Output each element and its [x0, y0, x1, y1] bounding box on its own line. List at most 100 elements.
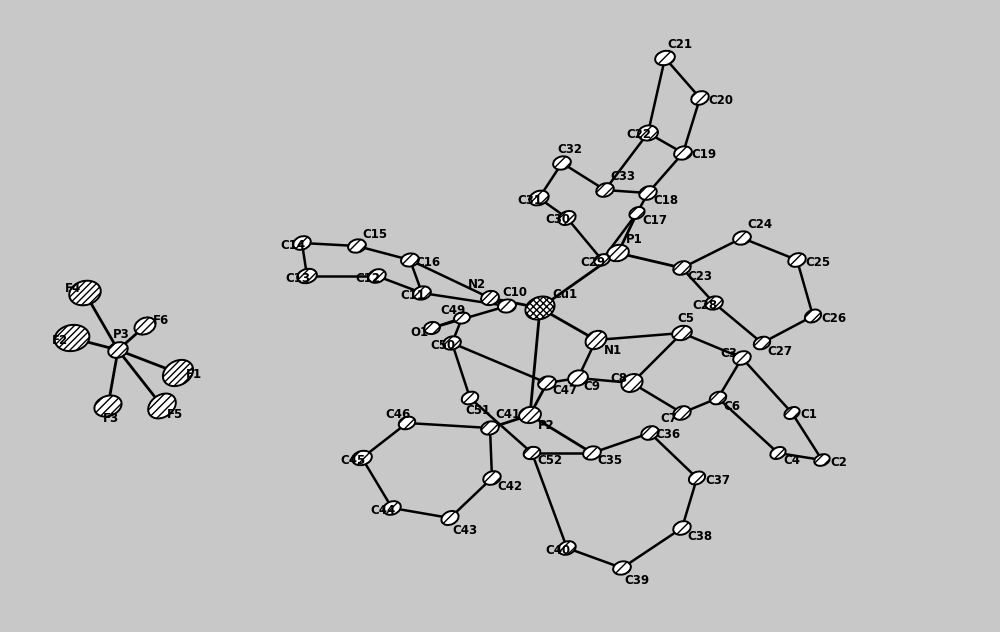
Ellipse shape	[596, 183, 614, 197]
Text: C46: C46	[385, 408, 410, 422]
Text: C14: C14	[280, 238, 305, 252]
Ellipse shape	[754, 337, 770, 349]
Text: C18: C18	[653, 195, 678, 207]
Ellipse shape	[538, 376, 556, 390]
Text: F6: F6	[153, 315, 169, 327]
Ellipse shape	[481, 291, 499, 305]
Text: C12: C12	[355, 272, 380, 284]
Ellipse shape	[108, 342, 128, 358]
Ellipse shape	[401, 253, 419, 267]
Ellipse shape	[673, 261, 691, 275]
Text: C33: C33	[610, 169, 635, 183]
Ellipse shape	[293, 236, 311, 250]
Ellipse shape	[383, 501, 401, 515]
Ellipse shape	[413, 286, 431, 300]
Text: C30: C30	[545, 214, 570, 226]
Ellipse shape	[69, 281, 101, 305]
Text: C40: C40	[545, 544, 570, 557]
Ellipse shape	[525, 296, 555, 320]
Ellipse shape	[621, 374, 643, 392]
Ellipse shape	[629, 207, 645, 219]
Ellipse shape	[558, 211, 576, 225]
Ellipse shape	[94, 396, 122, 416]
Text: C16: C16	[415, 255, 440, 269]
Ellipse shape	[148, 394, 176, 418]
Text: C24: C24	[747, 217, 772, 231]
Text: N2: N2	[468, 277, 486, 291]
Ellipse shape	[788, 253, 806, 267]
Ellipse shape	[733, 351, 751, 365]
Ellipse shape	[691, 91, 709, 105]
Text: C19: C19	[691, 149, 716, 162]
Text: C4: C4	[783, 454, 800, 468]
Text: C52: C52	[537, 454, 562, 468]
Text: C39: C39	[624, 573, 649, 586]
Ellipse shape	[368, 269, 386, 283]
Ellipse shape	[673, 406, 691, 420]
Text: Cu1: Cu1	[552, 288, 577, 300]
Text: C44: C44	[370, 504, 395, 516]
Ellipse shape	[733, 231, 751, 245]
Ellipse shape	[710, 392, 726, 404]
Text: C23: C23	[687, 269, 712, 283]
Text: C13: C13	[285, 272, 310, 284]
Ellipse shape	[655, 51, 675, 65]
Ellipse shape	[594, 254, 610, 266]
Text: C9: C9	[583, 379, 600, 392]
Text: C17: C17	[642, 214, 667, 228]
Ellipse shape	[568, 370, 588, 386]
Text: C42: C42	[497, 480, 522, 492]
Text: C43: C43	[452, 523, 477, 537]
Text: C37: C37	[705, 473, 730, 487]
Ellipse shape	[674, 146, 692, 160]
Text: C28: C28	[692, 298, 717, 312]
Ellipse shape	[805, 310, 821, 322]
Text: C32: C32	[557, 142, 582, 155]
Text: C29: C29	[580, 255, 605, 269]
Text: C50: C50	[430, 339, 455, 351]
Text: C21: C21	[667, 37, 692, 51]
Ellipse shape	[613, 561, 631, 574]
Text: C31: C31	[517, 193, 542, 207]
Ellipse shape	[529, 191, 549, 205]
Text: C38: C38	[687, 530, 712, 542]
Text: C49: C49	[440, 303, 465, 317]
Text: F2: F2	[52, 334, 68, 346]
Text: C35: C35	[597, 454, 622, 468]
Ellipse shape	[443, 336, 461, 349]
Text: C5: C5	[677, 312, 694, 325]
Ellipse shape	[583, 446, 601, 459]
Text: O1: O1	[410, 327, 428, 339]
Ellipse shape	[524, 447, 540, 459]
Ellipse shape	[352, 451, 372, 465]
Text: C3: C3	[720, 346, 737, 360]
Text: C11: C11	[400, 288, 425, 301]
Text: P2: P2	[538, 418, 555, 432]
Ellipse shape	[553, 156, 571, 170]
Ellipse shape	[586, 331, 606, 349]
Ellipse shape	[297, 269, 317, 283]
Text: C25: C25	[805, 255, 830, 269]
Text: C45: C45	[340, 454, 365, 466]
Ellipse shape	[638, 125, 658, 140]
Ellipse shape	[607, 245, 629, 261]
Text: C51: C51	[465, 403, 490, 416]
Ellipse shape	[641, 426, 659, 440]
Text: C7: C7	[660, 411, 677, 425]
Ellipse shape	[498, 300, 516, 313]
Ellipse shape	[399, 416, 415, 429]
Text: C36: C36	[655, 428, 680, 442]
Text: C26: C26	[821, 312, 846, 324]
Text: F5: F5	[167, 408, 183, 420]
Ellipse shape	[441, 511, 459, 525]
Ellipse shape	[348, 240, 366, 253]
Text: C22: C22	[626, 128, 651, 142]
Ellipse shape	[519, 407, 541, 423]
Text: C15: C15	[362, 228, 387, 241]
Text: C1: C1	[800, 408, 817, 422]
Ellipse shape	[558, 541, 576, 555]
Ellipse shape	[462, 392, 478, 404]
Text: C2: C2	[830, 456, 847, 468]
Ellipse shape	[814, 454, 830, 466]
Ellipse shape	[454, 312, 470, 324]
